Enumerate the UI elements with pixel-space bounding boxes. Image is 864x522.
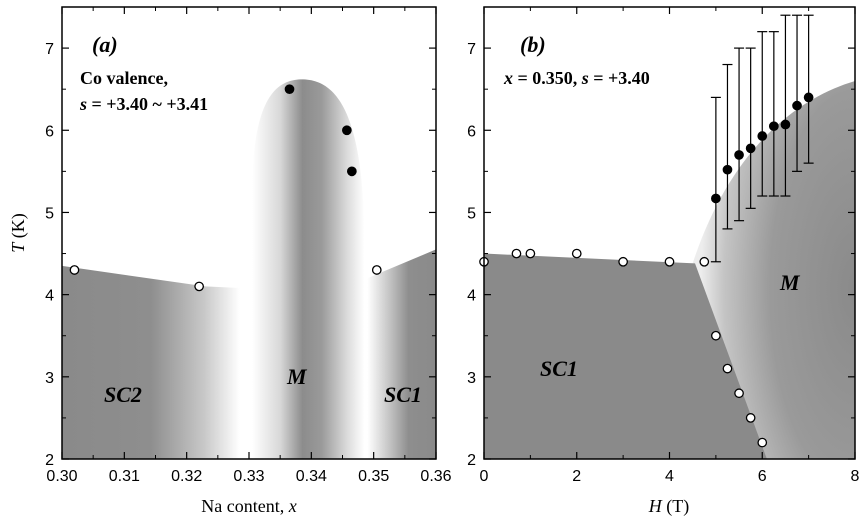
- region-sc1-a: [367, 249, 436, 459]
- data-point-filled: [722, 164, 733, 175]
- x-axis-label-a: Na content, x: [201, 496, 296, 516]
- data-point-open: [525, 248, 536, 259]
- panel-label-b: (b): [520, 32, 546, 57]
- x-tick-label: 2: [572, 468, 581, 485]
- annotation-b-line1: x = 0.350, s = +3.40: [503, 68, 650, 88]
- y-tick-label: 6: [45, 123, 54, 140]
- data-point-filled: [346, 166, 357, 177]
- data-marks-b: [479, 14, 814, 448]
- annotation-a-line2: s = +3.40 ~ +3.41: [79, 94, 208, 114]
- data-point-open: [734, 388, 744, 399]
- region-m-b: [692, 80, 855, 459]
- y-tick-label: 5: [467, 205, 476, 222]
- data-point-open: [371, 265, 382, 275]
- data-point-open: [699, 256, 710, 267]
- x-tick-label: 0.33: [233, 468, 264, 485]
- x-tick-label: 0.35: [358, 468, 389, 485]
- data-point-filled: [757, 131, 768, 141]
- data-marks-a: [69, 84, 382, 292]
- y-tick-label: 3: [45, 370, 54, 387]
- data-point-filled: [284, 84, 295, 95]
- x-tick-label: 8: [851, 468, 860, 485]
- y-tick-label: 3: [467, 370, 476, 387]
- data-point-open: [571, 248, 582, 259]
- y-axis-label-a: T (K): [8, 213, 29, 253]
- data-point-open: [664, 256, 675, 267]
- x-tick-label: 0: [480, 468, 489, 485]
- region-label-sc2: SC2: [104, 382, 142, 407]
- data-point-filled: [768, 121, 779, 132]
- data-point-filled: [734, 150, 744, 160]
- region-m-a: [252, 79, 365, 459]
- y-tick-label: 6: [467, 123, 476, 140]
- region-label-sc1-a: SC1: [384, 382, 422, 407]
- y-tick-label: 4: [45, 288, 54, 305]
- y-tick-label: 2: [467, 452, 476, 469]
- y-tick-label: 5: [45, 205, 54, 222]
- data-point-open: [722, 363, 733, 374]
- data-point-open: [511, 248, 522, 259]
- y-tick-label: 4: [467, 288, 476, 305]
- data-point-open: [69, 265, 80, 275]
- region-sc1-b: [484, 253, 767, 459]
- data-point-open: [194, 281, 204, 292]
- x-tick-label: 0.30: [46, 468, 77, 485]
- region-label-m-a: M: [286, 364, 308, 389]
- data-point-filled: [780, 119, 791, 130]
- data-point-filled: [803, 92, 814, 103]
- data-point-open: [745, 413, 756, 423]
- phase-regions-b: [484, 80, 855, 459]
- region-sc2: [62, 265, 240, 459]
- data-point-filled: [792, 100, 802, 111]
- data-point-filled: [711, 193, 721, 204]
- y-tick-label: 7: [467, 41, 476, 58]
- panel-a: 0.30 0.31 0.32 0.33 0.34 0.35 0.36 2 3 4 5 6 7 (a) C…: [8, 6, 452, 516]
- x-axis-label-b: H (T): [648, 496, 689, 517]
- x-tick-label: 6: [758, 468, 767, 485]
- data-point-filled: [745, 143, 756, 154]
- y-tick-label: 2: [45, 452, 54, 469]
- region-label-sc1-b: SC1: [540, 356, 578, 381]
- x-tick-label: 0.31: [109, 468, 140, 485]
- y-tick-label: 7: [45, 41, 54, 58]
- annotation-a-line1: Co valence,: [80, 68, 168, 88]
- phase-regions-a: [62, 79, 436, 459]
- data-point-open: [618, 256, 628, 267]
- data-point-filled: [342, 125, 352, 136]
- panel-label-a: (a): [92, 32, 118, 57]
- data-point-open: [711, 330, 721, 341]
- x-tick-label: 0.36: [420, 468, 451, 485]
- region-label-m-b: M: [779, 270, 801, 295]
- x-tick-label: 0.32: [171, 468, 202, 485]
- data-point-open: [757, 437, 768, 448]
- x-tick-label: 4: [665, 468, 674, 485]
- axes-a: 0.30 0.31 0.32 0.33 0.34 0.35 0.36 2 3 4 5 6 7: [45, 7, 452, 485]
- x-tick-label: 0.34: [296, 468, 327, 485]
